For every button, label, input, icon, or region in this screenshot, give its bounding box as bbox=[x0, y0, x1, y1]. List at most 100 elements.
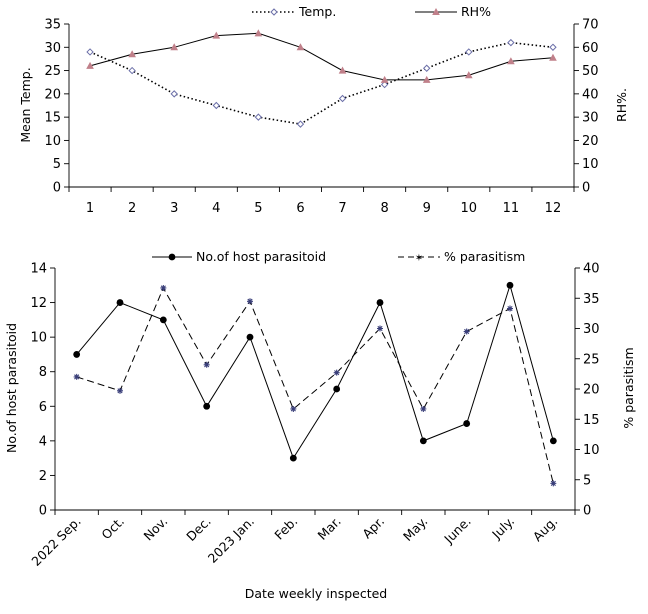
x-tick-label: 7 bbox=[338, 201, 346, 216]
parasitoid-chart: 0 2 4 6 8 10 12 14 0 5 10 15 20 25 30 35 40 2022 Sep. Oc… bbox=[4, 249, 636, 601]
chart2-series bbox=[73, 281, 557, 487]
x-tick-label: 5 bbox=[254, 201, 262, 216]
left-tick-label: 0 bbox=[53, 181, 61, 196]
chart2-left-axis-title: No.of host parasitoid bbox=[4, 323, 19, 453]
data-point-star bbox=[160, 284, 167, 291]
right-tick-label: 10 bbox=[583, 443, 600, 458]
left-tick-label: 0 bbox=[39, 504, 47, 519]
right-tick-label: 20 bbox=[582, 134, 599, 149]
x-tick-label: 4 bbox=[212, 201, 220, 216]
data-point-triangle bbox=[380, 75, 389, 83]
left-tick-label: 30 bbox=[44, 41, 61, 56]
series-line bbox=[76, 283, 554, 460]
right-tick-label: 20 bbox=[583, 383, 600, 398]
data-point-circle bbox=[419, 437, 427, 445]
right-tick-label: 30 bbox=[583, 322, 600, 337]
data-point-triangle bbox=[422, 75, 431, 83]
data-point-circle bbox=[246, 333, 254, 341]
data-point-triangle bbox=[464, 71, 473, 79]
data-point-star bbox=[550, 480, 557, 487]
data-point-diamond bbox=[507, 38, 515, 47]
left-tick-label: 12 bbox=[30, 296, 47, 311]
x-category-label: Feb. bbox=[271, 514, 300, 543]
left-tick-label: 5 bbox=[53, 157, 61, 172]
data-point-star bbox=[247, 298, 253, 305]
data-point-circle bbox=[506, 281, 514, 289]
left-tick-label: 6 bbox=[39, 400, 47, 415]
data-point-circle bbox=[549, 437, 557, 445]
left-tick-label: 15 bbox=[44, 111, 61, 126]
data-point-star bbox=[333, 369, 340, 376]
right-tick-label: 40 bbox=[583, 262, 600, 277]
x-category-label: Apr. bbox=[359, 514, 387, 542]
data-point-circle bbox=[159, 316, 167, 324]
chart1-x-ticks: 1 2 3 4 5 6 7 8 9 10 11 12 bbox=[68, 187, 575, 216]
data-point-triangle bbox=[549, 53, 557, 61]
right-tick-label: 15 bbox=[583, 413, 600, 428]
data-point-diamond bbox=[423, 64, 431, 72]
x-tick-label: 9 bbox=[423, 201, 431, 216]
data-point-star bbox=[420, 405, 427, 412]
data-point-diamond bbox=[170, 90, 178, 98]
x-tick-label: 2 bbox=[128, 201, 136, 216]
right-tick-label: 10 bbox=[582, 157, 599, 172]
left-tick-label: 20 bbox=[44, 87, 61, 102]
right-tick-label: 40 bbox=[582, 87, 599, 102]
data-point-triangle bbox=[296, 43, 305, 51]
chart2-legend: No.of host parasitoid ✶ % parasitism bbox=[152, 249, 525, 264]
chart2-x-ticks: 2022 Sep. Oct. Nov. Dec.2023 Jan. Feb. Mar. Ap… bbox=[28, 510, 576, 569]
left-tick-label: 35 bbox=[44, 18, 61, 33]
legend-host-marker bbox=[168, 253, 176, 261]
data-point-diamond bbox=[549, 43, 557, 51]
right-tick-label: 0 bbox=[582, 181, 590, 196]
legend-rh-label: RH% bbox=[461, 4, 491, 19]
data-point-diamond bbox=[296, 120, 305, 128]
left-tick-label: 14 bbox=[30, 262, 47, 277]
data-point-triangle bbox=[507, 57, 515, 65]
data-point-diamond bbox=[128, 66, 136, 75]
data-point-diamond bbox=[465, 48, 473, 56]
legend-rh-marker bbox=[432, 7, 440, 15]
left-tick-label: 25 bbox=[44, 64, 61, 79]
series-line bbox=[76, 286, 554, 484]
legend-temp-marker bbox=[270, 8, 278, 16]
left-tick-label: 2 bbox=[39, 469, 47, 484]
data-point-circle bbox=[116, 299, 124, 306]
data-point-circle bbox=[376, 299, 384, 306]
data-point-star bbox=[117, 387, 123, 394]
data-point-star bbox=[463, 328, 470, 335]
chart1-left-ticks: 0 5 10 15 20 25 30 35 bbox=[44, 18, 69, 196]
x-category-label: July. bbox=[488, 514, 517, 543]
x-category-label: Mar. bbox=[314, 514, 343, 543]
data-point-diamond bbox=[86, 48, 94, 56]
right-tick-label: 25 bbox=[583, 352, 600, 367]
x-category-label: 2022 Sep. bbox=[28, 514, 83, 569]
right-tick-label: 0 bbox=[583, 504, 591, 519]
chart1-left-axis-title: Mean Temp. bbox=[18, 67, 33, 142]
left-tick-label: 10 bbox=[44, 134, 61, 149]
data-point-diamond bbox=[212, 101, 220, 110]
x-tick-label: 10 bbox=[461, 201, 478, 216]
right-tick-label: 60 bbox=[582, 41, 599, 56]
chart1-series bbox=[86, 29, 557, 128]
left-tick-label: 4 bbox=[39, 434, 47, 449]
data-point-triangle bbox=[170, 43, 179, 51]
x-category-label: Aug. bbox=[530, 514, 561, 545]
legend-parasitism-label: % parasitism bbox=[444, 249, 525, 264]
data-point-circle bbox=[333, 385, 341, 393]
legend-temp-label: Temp. bbox=[298, 4, 336, 19]
data-point-diamond bbox=[338, 94, 347, 103]
x-category-label: June. bbox=[440, 514, 473, 547]
data-point-triangle bbox=[338, 66, 347, 74]
chart1-right-ticks: 0 10 20 30 40 50 60 70 bbox=[574, 18, 599, 196]
right-tick-label: 5 bbox=[583, 473, 591, 488]
x-tick-label: 6 bbox=[296, 201, 304, 216]
data-point-star bbox=[203, 361, 210, 368]
data-point-triangle bbox=[254, 29, 263, 37]
data-point-star bbox=[290, 405, 297, 412]
x-category-label: Dec. bbox=[183, 514, 214, 545]
right-tick-label: 30 bbox=[582, 111, 599, 126]
x-tick-label: 8 bbox=[380, 201, 388, 216]
data-point-circle bbox=[463, 420, 471, 427]
legend-parasitism-marker: ✶ bbox=[415, 253, 423, 264]
